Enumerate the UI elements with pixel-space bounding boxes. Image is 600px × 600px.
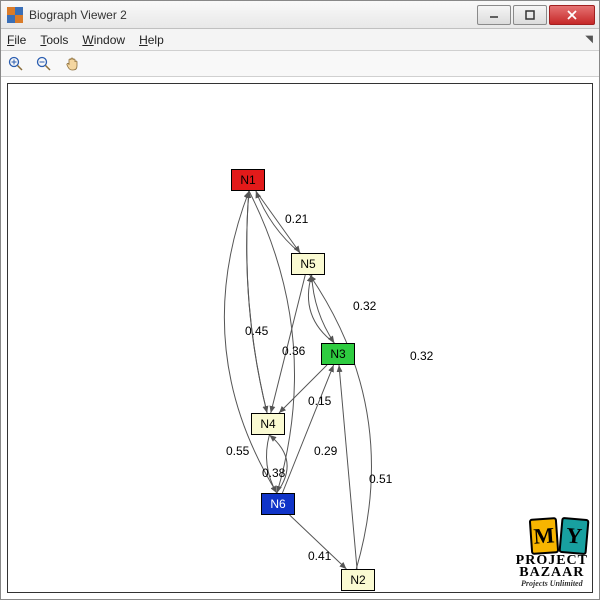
graph-node-n2[interactable]: N2 bbox=[341, 569, 375, 591]
zoom-in-icon[interactable] bbox=[7, 55, 25, 73]
graph-svg bbox=[8, 84, 592, 592]
edge-weight-label: 0.51 bbox=[369, 472, 392, 486]
graph-node-n1[interactable]: N1 bbox=[231, 169, 265, 191]
edge-weight-label: 0.15 bbox=[308, 394, 331, 408]
graph-edge bbox=[339, 365, 357, 569]
app-icon bbox=[7, 7, 23, 23]
window-controls bbox=[475, 5, 595, 25]
graph-node-n5[interactable]: N5 bbox=[291, 253, 325, 275]
toolbar bbox=[1, 51, 599, 77]
edge-weight-label: 0.32 bbox=[353, 299, 376, 313]
edge-weight-label: 0.21 bbox=[285, 212, 308, 226]
menu-file[interactable]: File bbox=[7, 33, 26, 47]
graph-canvas[interactable]: N1 N5 N3 N4 N6 N2 0.21 0.32 0.36 0.45 0.15 0.38 0.5… bbox=[7, 83, 593, 593]
canvas-area: N1 N5 N3 N4 N6 N2 0.21 0.32 0.36 0.45 0.15 0.38 0.5… bbox=[1, 77, 599, 599]
edge-weight-label: 0.29 bbox=[314, 444, 337, 458]
window-title: Biograph Viewer 2 bbox=[29, 8, 475, 22]
edge-weight-label: 0.45 bbox=[245, 324, 268, 338]
titlebar[interactable]: Biograph Viewer 2 bbox=[1, 1, 599, 29]
graph-node-n6[interactable]: N6 bbox=[261, 493, 295, 515]
watermark-tagline: Projects Unlimited bbox=[516, 580, 588, 588]
graph-node-n4[interactable]: N4 bbox=[251, 413, 285, 435]
maximize-button[interactable] bbox=[513, 5, 547, 25]
edge-weight-label: 0.36 bbox=[282, 344, 305, 358]
menu-window[interactable]: Window bbox=[82, 33, 125, 47]
menubar: File Tools Window Help ◥ bbox=[1, 29, 599, 51]
close-button[interactable] bbox=[549, 5, 595, 25]
watermark-block-m: M bbox=[529, 517, 559, 555]
watermark-line2: BAZAAR bbox=[519, 565, 584, 580]
graph-edge bbox=[310, 275, 372, 569]
menu-tools[interactable]: Tools bbox=[40, 33, 68, 47]
graph-node-n3[interactable]: N3 bbox=[321, 343, 355, 365]
watermark-logo: M Y PROJECT BAZAAR Projects Unlimited bbox=[516, 518, 588, 588]
edge-weight-label: 0.32 bbox=[410, 349, 433, 363]
edge-weight-label: 0.55 bbox=[226, 444, 249, 458]
watermark-block-y: Y bbox=[558, 517, 589, 555]
zoom-out-icon[interactable] bbox=[35, 55, 53, 73]
edge-weight-label: 0.41 bbox=[308, 549, 331, 563]
menubar-overflow-icon[interactable]: ◥ bbox=[585, 34, 593, 45]
menu-help[interactable]: Help bbox=[139, 33, 164, 47]
app-window: Biograph Viewer 2 File Tools Window Help… bbox=[0, 0, 600, 600]
minimize-button[interactable] bbox=[477, 5, 511, 25]
pan-icon[interactable] bbox=[63, 55, 81, 73]
edge-weight-label: 0.38 bbox=[262, 466, 285, 480]
